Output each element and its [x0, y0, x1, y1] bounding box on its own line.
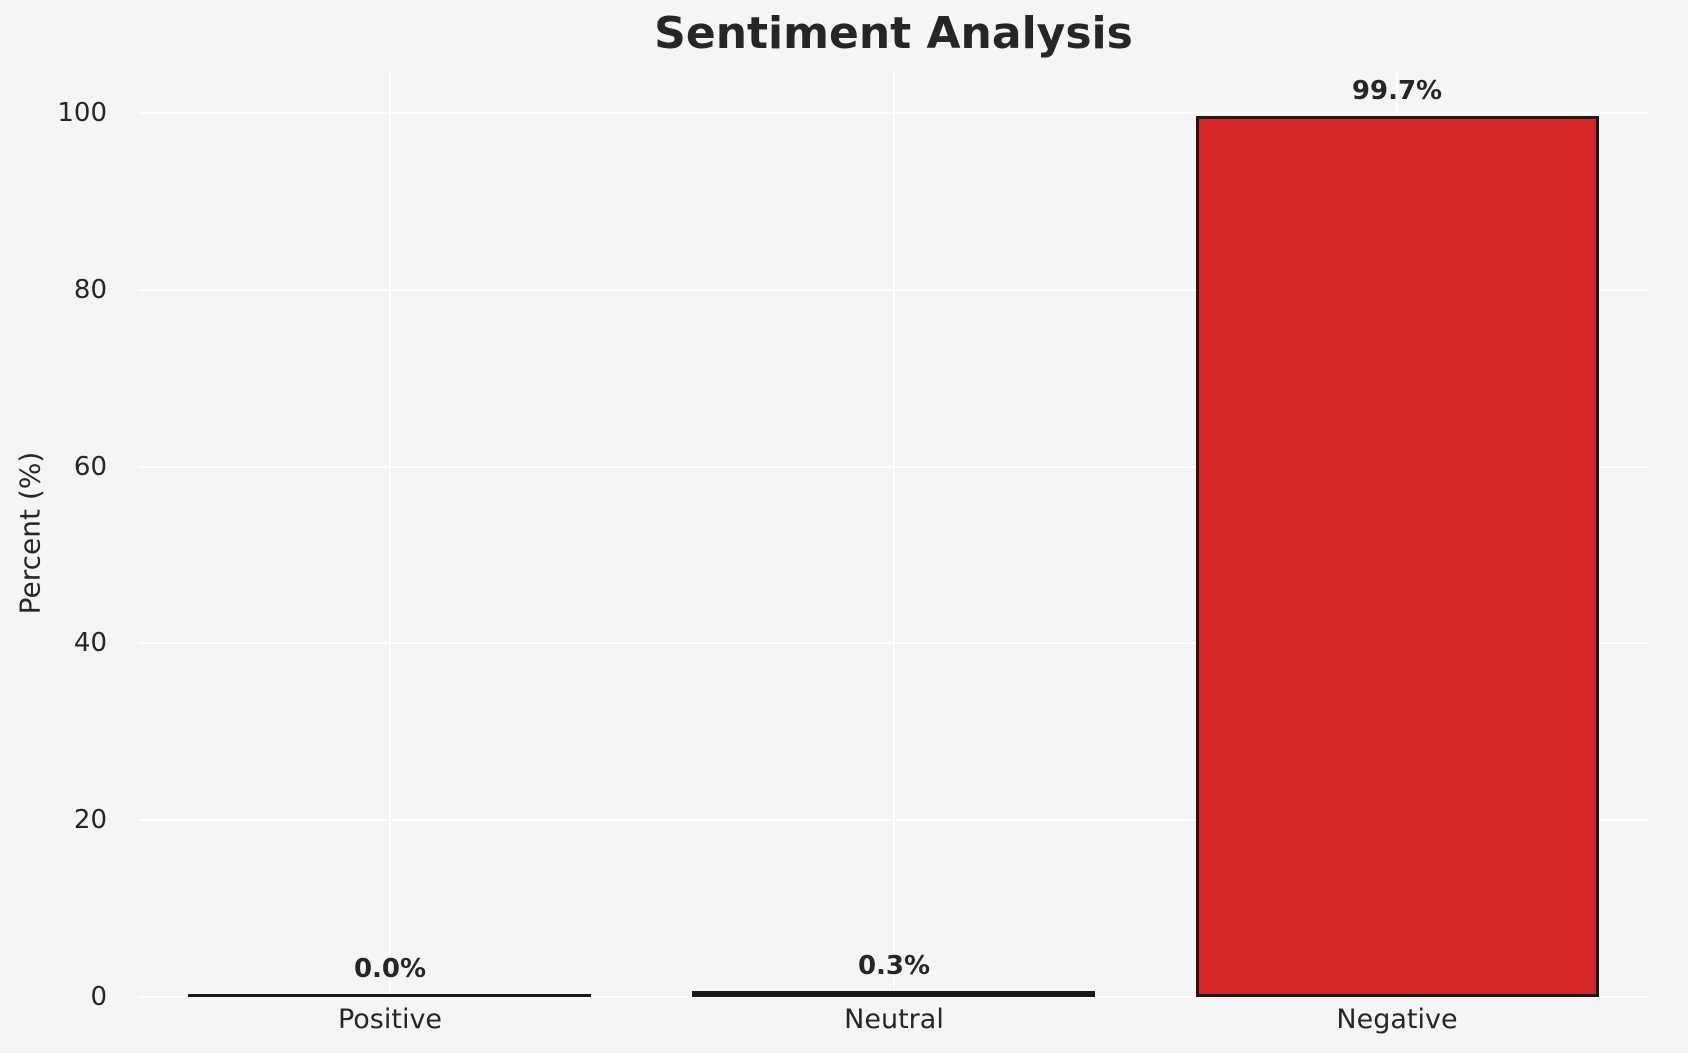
y-tick-label: 80 — [73, 275, 107, 305]
y-axis-label: Percent (%) — [13, 451, 47, 615]
x-tick-label: Positive — [337, 1004, 443, 1035]
gridline-vertical — [389, 72, 391, 997]
y-tick-label: 60 — [73, 452, 107, 482]
y-tick-label: 100 — [57, 98, 107, 128]
x-tick-label: Negative — [1336, 1004, 1458, 1035]
gridline-vertical — [893, 72, 895, 997]
bar-value-label: 99.7% — [1351, 76, 1443, 106]
bar-neutral — [692, 991, 1095, 997]
bar-positive — [188, 994, 591, 997]
y-tick-label: 20 — [73, 805, 107, 835]
bar-value-label: 0.3% — [857, 951, 931, 981]
y-tick-label: 0 — [90, 982, 107, 1012]
x-tick-label: Neutral — [844, 1004, 944, 1035]
bar-negative — [1196, 116, 1599, 997]
gridline-horizontal — [138, 996, 1649, 998]
bar-value-label: 0.0% — [353, 954, 427, 984]
chart-title: Sentiment Analysis — [654, 8, 1133, 59]
y-tick-label: 40 — [73, 628, 107, 658]
